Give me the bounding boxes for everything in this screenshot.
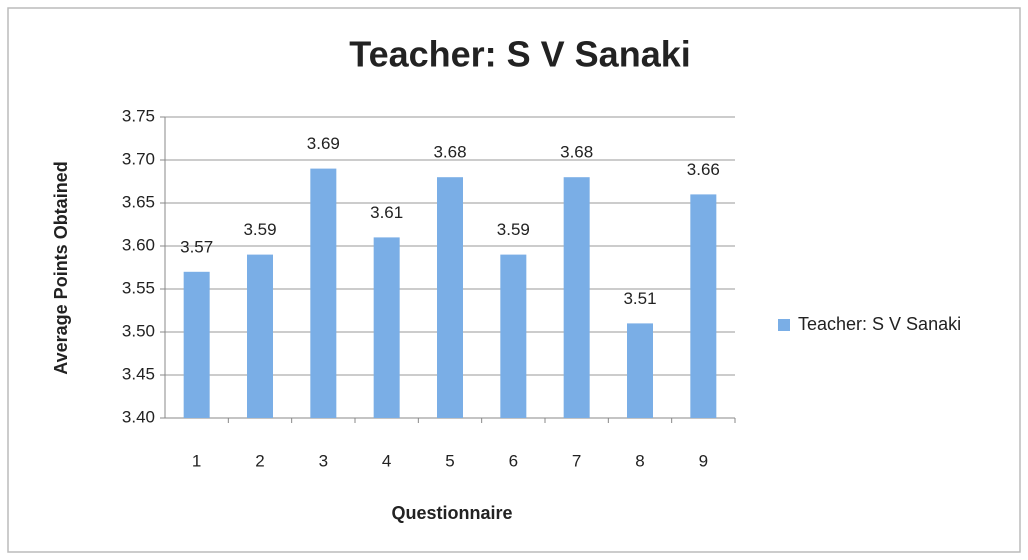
x-tick-label: 1 bbox=[192, 451, 201, 470]
data-label: 3.57 bbox=[180, 237, 213, 256]
chart-title: Teacher: S V Sanaki bbox=[349, 34, 691, 75]
x-tick-label: 3 bbox=[319, 451, 328, 470]
data-label: 3.51 bbox=[623, 289, 656, 308]
y-tick-label: 3.50 bbox=[122, 321, 155, 340]
data-label: 3.59 bbox=[243, 220, 276, 239]
x-tick-label: 6 bbox=[509, 451, 518, 470]
x-tick-label: 8 bbox=[635, 451, 644, 470]
bar bbox=[437, 177, 463, 418]
data-label: 3.69 bbox=[307, 134, 340, 153]
bar bbox=[373, 237, 400, 418]
y-axis-title: Average Points Obtained bbox=[51, 161, 71, 374]
y-tick-label: 3.40 bbox=[122, 407, 155, 426]
x-tick-label: 9 bbox=[699, 451, 708, 470]
data-label: 3.61 bbox=[370, 203, 403, 222]
bar bbox=[310, 168, 337, 418]
bar bbox=[563, 177, 590, 418]
y-tick-label: 3.55 bbox=[122, 278, 155, 297]
y-tick-label: 3.70 bbox=[122, 149, 155, 168]
data-label: 3.66 bbox=[687, 160, 720, 179]
data-label: 3.59 bbox=[497, 220, 530, 239]
y-tick-label: 3.45 bbox=[122, 364, 155, 383]
x-tick-label: 7 bbox=[572, 451, 581, 470]
bar bbox=[690, 194, 717, 418]
y-tick-label: 3.65 bbox=[122, 192, 155, 211]
data-label: 3.68 bbox=[560, 143, 593, 162]
bar bbox=[500, 254, 527, 418]
y-tick-label: 3.75 bbox=[122, 106, 155, 125]
bar bbox=[627, 323, 653, 418]
x-tick-label: 4 bbox=[382, 451, 391, 470]
bar bbox=[183, 271, 210, 418]
x-tick-label: 2 bbox=[255, 451, 264, 470]
data-label: 3.68 bbox=[433, 143, 466, 162]
legend-swatch bbox=[778, 319, 790, 331]
bar bbox=[247, 254, 273, 418]
y-tick-label: 3.60 bbox=[122, 235, 155, 254]
x-axis-title: Questionnaire bbox=[391, 503, 512, 523]
x-tick-label: 5 bbox=[445, 451, 454, 470]
legend-label: Teacher: S V Sanaki bbox=[798, 314, 961, 334]
